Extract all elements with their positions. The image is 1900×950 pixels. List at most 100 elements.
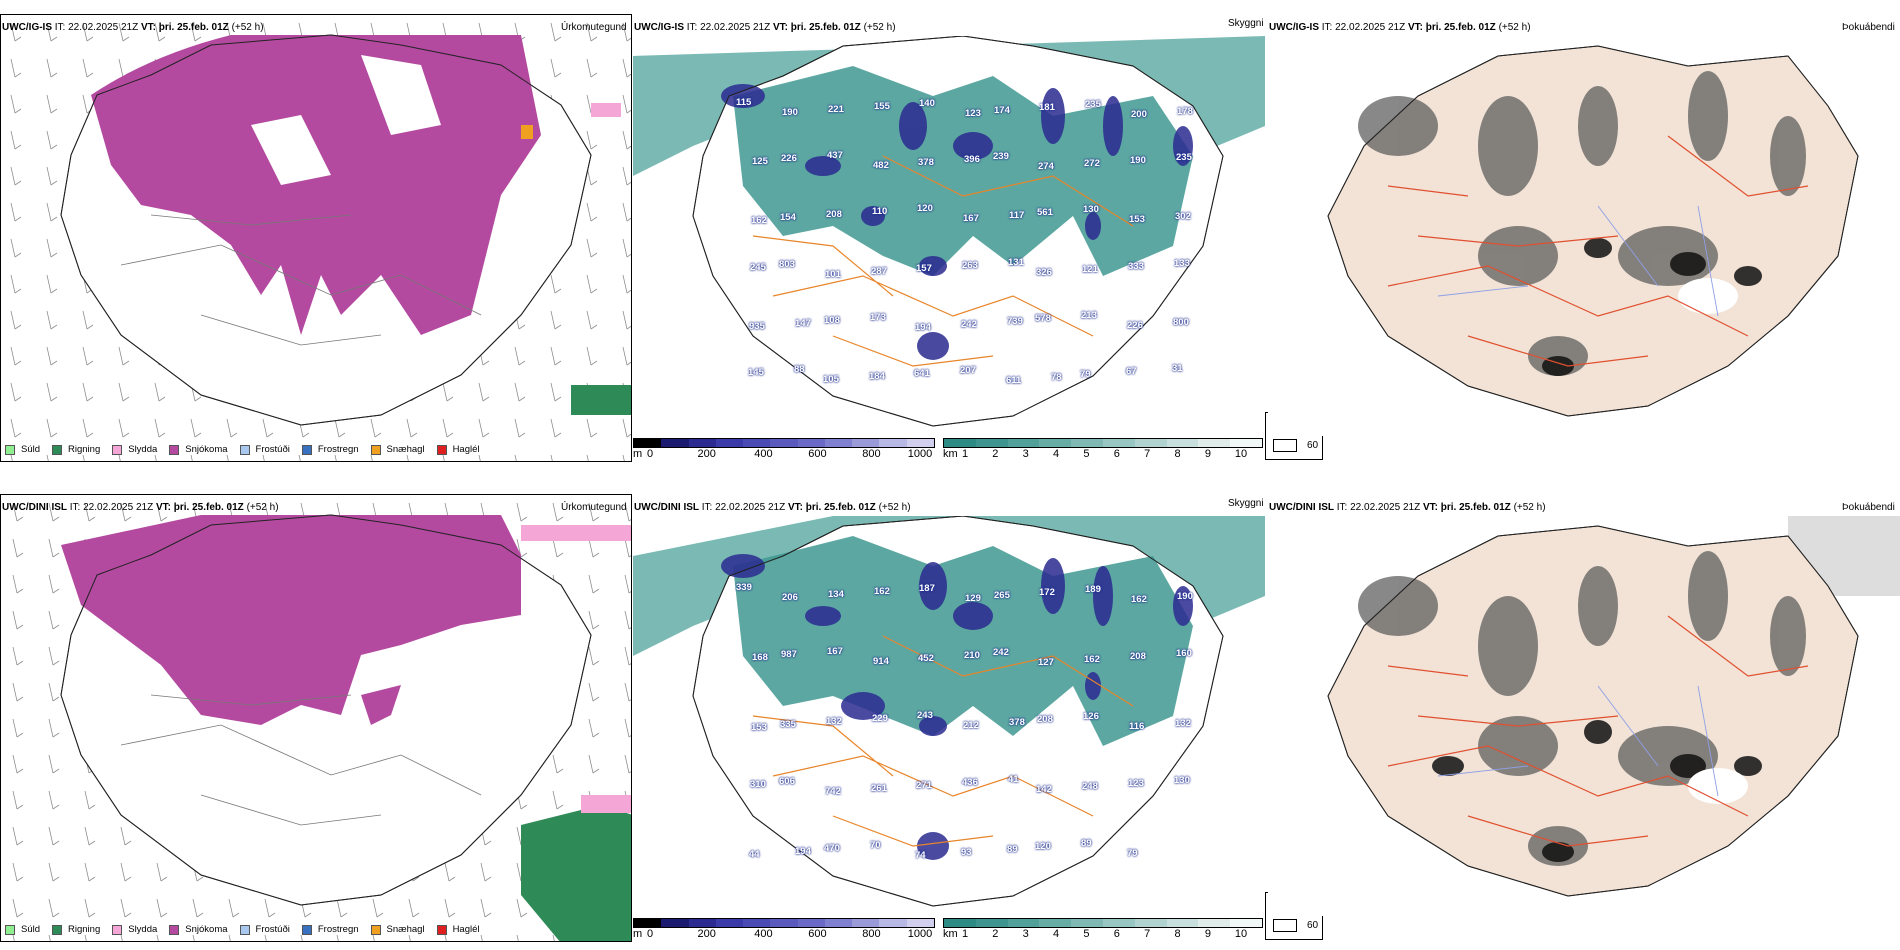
it-value: 22.02.2025 21Z	[83, 502, 154, 513]
peak-height-label: 641	[914, 368, 930, 379]
colorbar-seg	[1102, 919, 1135, 927]
peak-height-label: 189	[1085, 584, 1101, 595]
tick-label: 0	[646, 928, 654, 940]
vt-value: þri. 25.feb. 01Z	[805, 502, 876, 513]
peak-height-label: 235	[1176, 152, 1192, 163]
colorbar-seg	[1166, 919, 1199, 927]
peak-height-label: 914	[873, 656, 889, 667]
fog-map-panel	[1268, 36, 1900, 436]
colorbar-seg	[688, 919, 716, 927]
peak-height-label: 132	[1175, 718, 1191, 729]
vt-prefix: VT:	[1407, 22, 1423, 33]
it-value: 22.02.2025 21Z	[1335, 22, 1406, 33]
peak-height-label: 162	[751, 215, 767, 226]
fog-legend-row: 60	[1273, 919, 1318, 932]
it-prefix: IT:	[686, 22, 698, 33]
it-prefix: IT:	[1336, 502, 1348, 513]
legend-swatch	[239, 444, 250, 455]
legend-swatch	[370, 924, 381, 935]
colorbar-seg	[824, 919, 853, 927]
colorbar-seg	[1198, 439, 1231, 447]
peak-height-label: 178	[1177, 106, 1193, 117]
peak-height-label: 396	[964, 154, 980, 165]
peak-height-label: 482	[873, 160, 889, 171]
peak-height-label: 133	[1174, 258, 1190, 269]
legend-label: Rigning	[68, 924, 101, 935]
tick-label: 7	[1144, 928, 1151, 940]
peak-height-label: 561	[1037, 207, 1053, 218]
vt-value: þri. 25.feb. 01Z	[790, 22, 861, 33]
peak-height-label: 606	[779, 776, 795, 787]
legend-label: Frostúði	[255, 444, 290, 455]
peak-height-label: 302	[1175, 211, 1191, 222]
lead-time: (+52 h)	[246, 502, 279, 513]
peak-height-label: 131	[1008, 257, 1024, 268]
legend-swatch	[5, 444, 15, 455]
legend-item: Frostregn	[301, 444, 359, 455]
it-prefix: IT:	[1321, 22, 1333, 33]
legend-swatch	[169, 924, 180, 935]
peak-height-label: 108	[824, 315, 840, 326]
peak-height-label: 208	[1037, 714, 1053, 725]
height-colorbar	[633, 438, 935, 448]
peak-height-label: 78	[1051, 372, 1062, 383]
peak-height-label: 154	[780, 212, 796, 223]
peak-height-label: 194	[915, 322, 931, 333]
it-value: 22.02.2025 21Z	[715, 502, 786, 513]
model-label: UWC/IG-IS	[2, 22, 52, 33]
peak-height-label: 162	[1131, 594, 1147, 605]
legend-item: Frostregn	[301, 924, 359, 935]
tick-label: 1000	[907, 928, 933, 940]
tick-label: 8	[1174, 928, 1181, 940]
peak-height-label: 333	[1128, 261, 1144, 272]
peak-height-label: 93	[961, 847, 972, 858]
legend-item: Rigning	[52, 924, 100, 935]
vt-prefix: VT:	[772, 22, 788, 33]
peak-height-label: 79	[1080, 369, 1091, 380]
peak-height-label: 120	[1035, 841, 1051, 852]
tick-label: 10	[1234, 448, 1248, 460]
peak-height-label: 206	[782, 592, 798, 603]
vt-value: þri. 25.feb. 01Z	[1425, 22, 1496, 33]
cloud-map-graphic	[633, 36, 1265, 427]
peak-height-label: 226	[781, 153, 797, 164]
lead-time: (+52 h)	[863, 22, 896, 33]
cloud-title: Skyggni	[1228, 18, 1264, 29]
colorbar-seg	[797, 919, 825, 927]
peak-height-label: 41	[1008, 774, 1019, 785]
tick-label: 8	[1174, 448, 1181, 460]
tick-label: 600	[808, 928, 827, 940]
cloud-map-graphic	[633, 516, 1265, 907]
tick-label: 7	[1144, 448, 1151, 460]
legend-label: Haglél	[452, 444, 480, 455]
legend-item: Súld	[5, 924, 40, 935]
peak-height-label: 271	[916, 780, 932, 791]
colorbar-seg	[1007, 439, 1040, 447]
cloud-map-panel: 339 206 134 162 187 129 265 172 189 162 190 168 987 1…	[633, 516, 1265, 916]
model-label: UWC/IG-IS	[1269, 22, 1319, 33]
lead-time: (+52 h)	[1513, 502, 1546, 513]
it-value: 22.02.2025 21Z	[700, 22, 771, 33]
peak-height-label: 212	[963, 720, 979, 731]
vt-prefix: VT:	[787, 502, 803, 513]
tick-label: 10	[1234, 928, 1248, 940]
legend-item: Snjókoma	[169, 444, 228, 455]
peak-height-label: 310	[750, 779, 766, 790]
row-1: Súld Rigning Slydda Snjókoma Frostúði Fr…	[0, 14, 1900, 462]
peak-height-label: 79	[1127, 848, 1138, 859]
cloud-unit: km	[943, 928, 958, 940]
vt-prefix: VT:	[140, 22, 156, 33]
legend-label: Slydda	[128, 924, 158, 935]
tick-label: 6	[1113, 928, 1120, 940]
precip-legend: Súld Rigning Slydda Snjókoma Frostúði Fr…	[5, 444, 492, 455]
peak-height-label: 31	[1172, 363, 1183, 374]
fog-title: Þokuábendi	[1842, 502, 1895, 513]
tick-label: 4	[1053, 928, 1060, 940]
colorbar-seg	[852, 919, 880, 927]
colorbar-seg	[1071, 919, 1103, 927]
peak-height-label: 110	[872, 206, 888, 217]
peak-height-label: 67	[1126, 366, 1137, 377]
legend-swatch	[5, 924, 15, 935]
peak-height-label: 130	[1174, 775, 1190, 786]
precip-header: UWC/DINI ISL IT: 22.02.2025 21Z VT: þri.…	[2, 502, 279, 513]
